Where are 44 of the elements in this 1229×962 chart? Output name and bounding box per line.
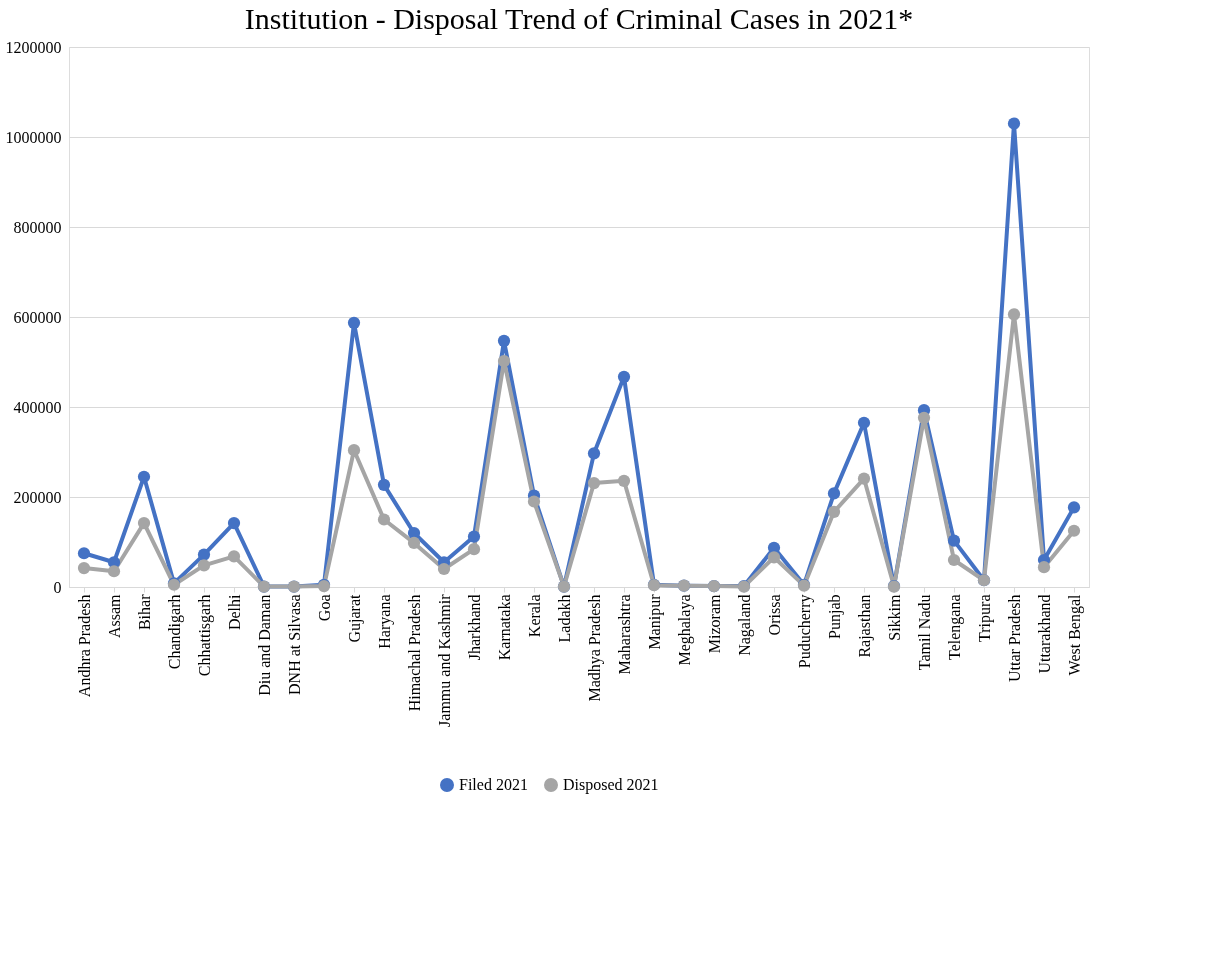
- x-tick-label: Tripura: [975, 594, 994, 642]
- y-tick-label: 600000: [13, 308, 62, 326]
- x-tick-label: Andhra Pradesh: [75, 594, 93, 698]
- x-tick-label: Chandigarh: [165, 594, 184, 670]
- x-tick-label: Delhi: [225, 593, 243, 631]
- y-tick-label: 400000: [13, 398, 62, 416]
- x-tick-label: DNH at Silvasa: [285, 594, 303, 695]
- x-tick-label: Maharashtra: [615, 594, 633, 675]
- x-tick-label: Rajasthan: [855, 594, 874, 658]
- y-tick-label: 800000: [13, 218, 62, 236]
- x-tick-label: Chhattisgarh: [195, 594, 214, 677]
- chart-title: Institution - Disposal Trend of Criminal Cases in 2021*: [244, 2, 914, 35]
- x-tick-label: Jharkhand: [465, 594, 483, 661]
- x-tick-label: Tamil Nadu: [915, 594, 933, 671]
- x-tick-label: Jammu and Kashmir: [435, 593, 453, 727]
- x-tick-label: Meghalaya: [675, 594, 694, 666]
- legend-label: Filed 2021: [459, 776, 528, 793]
- x-tick-label: West Bengal: [1065, 593, 1084, 676]
- x-tick-label: Himachal Pradesh: [405, 594, 423, 712]
- x-tick-label: Karnataka: [495, 594, 513, 661]
- x-tick-label: Assam: [105, 593, 123, 639]
- x-tick-label: Goa: [315, 594, 333, 622]
- y-tick-label: 200000: [13, 488, 62, 506]
- x-tick-label: Diu and Daman: [255, 594, 273, 696]
- x-tick-label: Haryana: [375, 594, 394, 649]
- x-tick-label: Ladakh: [555, 594, 573, 643]
- x-tick-label: Manipur: [645, 593, 664, 650]
- x-tick-label: Telengana: [945, 594, 964, 661]
- x-tick-label: Uttarakhand: [1035, 594, 1053, 674]
- legend-label: Disposed 2021: [563, 776, 659, 794]
- y-tick-label: 0: [53, 578, 62, 596]
- x-tick-label: Nagaland: [735, 594, 754, 656]
- x-tick-label: Mizoram: [705, 593, 723, 654]
- x-tick-label: Bihar: [135, 593, 153, 631]
- x-tick-label: Puducherry: [795, 594, 814, 669]
- x-tick-label: Madhya Pradesh: [585, 594, 604, 702]
- x-tick-label: Kerala: [525, 594, 543, 638]
- y-tick-label: 1000000: [5, 128, 62, 146]
- y-tick-label: 1200000: [5, 38, 62, 56]
- x-tick-label: Punjab: [825, 594, 844, 639]
- x-tick-label: Gujarat: [345, 593, 364, 643]
- x-tick-label: Sikkim: [885, 593, 903, 641]
- x-tick-label: Orissa: [765, 594, 783, 636]
- x-tick-label: Uttar Pradesh: [1005, 594, 1023, 683]
